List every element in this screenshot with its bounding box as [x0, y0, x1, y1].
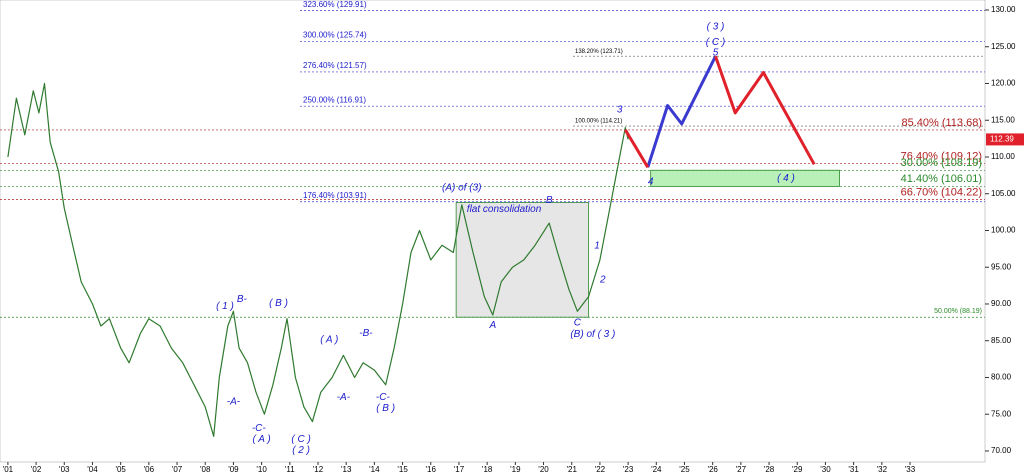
y-tick-label: 85.00 — [991, 336, 1012, 345]
fib-label: 276.40% (121.57) — [303, 61, 367, 70]
wave-label: ( B ) — [269, 298, 288, 309]
x-tick-label: '20 — [538, 465, 549, 474]
fib-label: 300.00% (125.74) — [303, 30, 367, 39]
zone — [650, 169, 840, 187]
x-tick-label: '03 — [59, 465, 70, 474]
wave-label: 1 — [594, 241, 600, 252]
y-tick-label: 90.00 — [991, 299, 1012, 308]
x-tick-label: '23 — [623, 465, 634, 474]
retracement-label: 85.40% (113.68) — [901, 117, 982, 129]
wave-label: -B- — [359, 328, 373, 339]
wave-label: -C- — [376, 392, 391, 403]
x-tick-label: '13 — [341, 465, 352, 474]
wave-label: (A) of (3) — [442, 182, 481, 193]
retracement-label: 66.70% (104.22) — [901, 186, 982, 198]
retracement-label: 50.00% (88.19) — [934, 308, 982, 315]
wave-label: ( 3 ) — [707, 22, 725, 33]
x-tick-label: '25 — [679, 465, 690, 474]
wave-label: 4 — [648, 177, 654, 188]
wave-label: 2 — [599, 274, 606, 285]
wave-label: ( A ) — [253, 434, 271, 445]
y-tick-label: 70.00 — [991, 446, 1012, 455]
y-tick-label: 75.00 — [991, 409, 1012, 418]
x-tick-label: '33 — [905, 465, 916, 474]
retracement-label: 30.00% (108.19) — [901, 157, 982, 169]
fib-label: 250.00% (116.91) — [303, 95, 366, 104]
x-tick-label: '17 — [454, 465, 465, 474]
price-line — [7, 82, 629, 437]
x-tick-label: '11 — [285, 465, 295, 474]
x-tick-label: '15 — [397, 465, 408, 474]
wave-label: -A- — [227, 396, 241, 407]
wave-label: ( 2 ) — [292, 445, 310, 456]
x-tick-label: '10 — [256, 465, 267, 474]
x-tick-label: '02 — [31, 465, 42, 474]
wave-label: flat consolidation — [467, 204, 542, 215]
wave-label: ( C ) — [706, 37, 725, 48]
wave-label: ( 4 ) — [777, 173, 795, 184]
x-tick-label: '31 — [848, 465, 859, 474]
x-tick-label: '32 — [877, 465, 888, 474]
y-tick-label: 110.00 — [991, 152, 1015, 161]
projection-line — [646, 55, 717, 168]
wave-label: B- — [237, 294, 248, 305]
x-tick-label: '21 — [566, 465, 577, 474]
wave-label: ( 1 ) — [216, 301, 234, 312]
x-tick-label: '04 — [87, 465, 98, 474]
x-tick-label: '18 — [482, 465, 493, 474]
wave-label: -C- — [252, 423, 267, 434]
y-tick-label: 130.00 — [991, 5, 1016, 14]
x-tick-label: '08 — [200, 465, 211, 474]
target-label: 138.20% (123.71) — [575, 49, 623, 55]
y-tick-label: 115.00 — [991, 115, 1015, 124]
wave-label: C — [574, 318, 582, 329]
x-tick-label: '09 — [228, 465, 239, 474]
x-tick-label: '19 — [510, 465, 521, 474]
x-tick-label: '12 — [313, 465, 324, 474]
wave-label: A — [488, 320, 496, 331]
wave-label: ( B ) — [376, 403, 395, 414]
x-tick-label: '06 — [144, 465, 155, 474]
retracement-label: 76.40% (109.12) — [901, 150, 982, 162]
fib-label: 176.40% (103.91) — [303, 191, 367, 200]
target-label: 100.00% (114.21) — [575, 119, 622, 125]
zone — [455, 202, 590, 318]
y-tick-label: 95.00 — [991, 262, 1012, 271]
y-tick-label: 80.00 — [991, 373, 1012, 382]
fib-label: 323.60% (129.91) — [303, 0, 367, 9]
x-tick-label: '14 — [369, 465, 380, 474]
y-tick-label: 125.00 — [991, 42, 1016, 51]
x-tick-label: '28 — [764, 465, 775, 474]
last-price-label: 112.39 — [990, 135, 1014, 144]
last-price-tag — [986, 133, 1024, 146]
x-tick-label: '07 — [172, 465, 183, 474]
wave-label: 3 — [617, 105, 623, 116]
x-tick-label: '26 — [707, 465, 718, 474]
y-tick-label: 100.00 — [991, 226, 1016, 235]
x-tick-label: '05 — [115, 465, 126, 474]
wave-label: (B) of ( 3 ) — [570, 329, 615, 340]
retracement-label: 41.40% (106.01) — [901, 173, 982, 185]
x-tick-label: '01 — [3, 465, 14, 474]
wave-label: -A- — [337, 392, 351, 403]
wave-label: B — [546, 195, 553, 206]
x-tick-label: '24 — [651, 465, 662, 474]
y-tick-label: 105.00 — [991, 189, 1016, 198]
x-tick-label: '27 — [736, 465, 747, 474]
wave-label: 5 — [713, 47, 719, 58]
x-tick-label: '22 — [595, 465, 606, 474]
x-tick-label: '29 — [792, 465, 803, 474]
y-tick-label: 120.00 — [991, 79, 1016, 88]
projection-line — [624, 55, 816, 169]
x-tick-label: '30 — [820, 465, 831, 474]
x-tick-label: '16 — [426, 465, 437, 474]
wave-label: ( A ) — [320, 335, 338, 346]
wave-label: ( C ) — [291, 434, 310, 445]
